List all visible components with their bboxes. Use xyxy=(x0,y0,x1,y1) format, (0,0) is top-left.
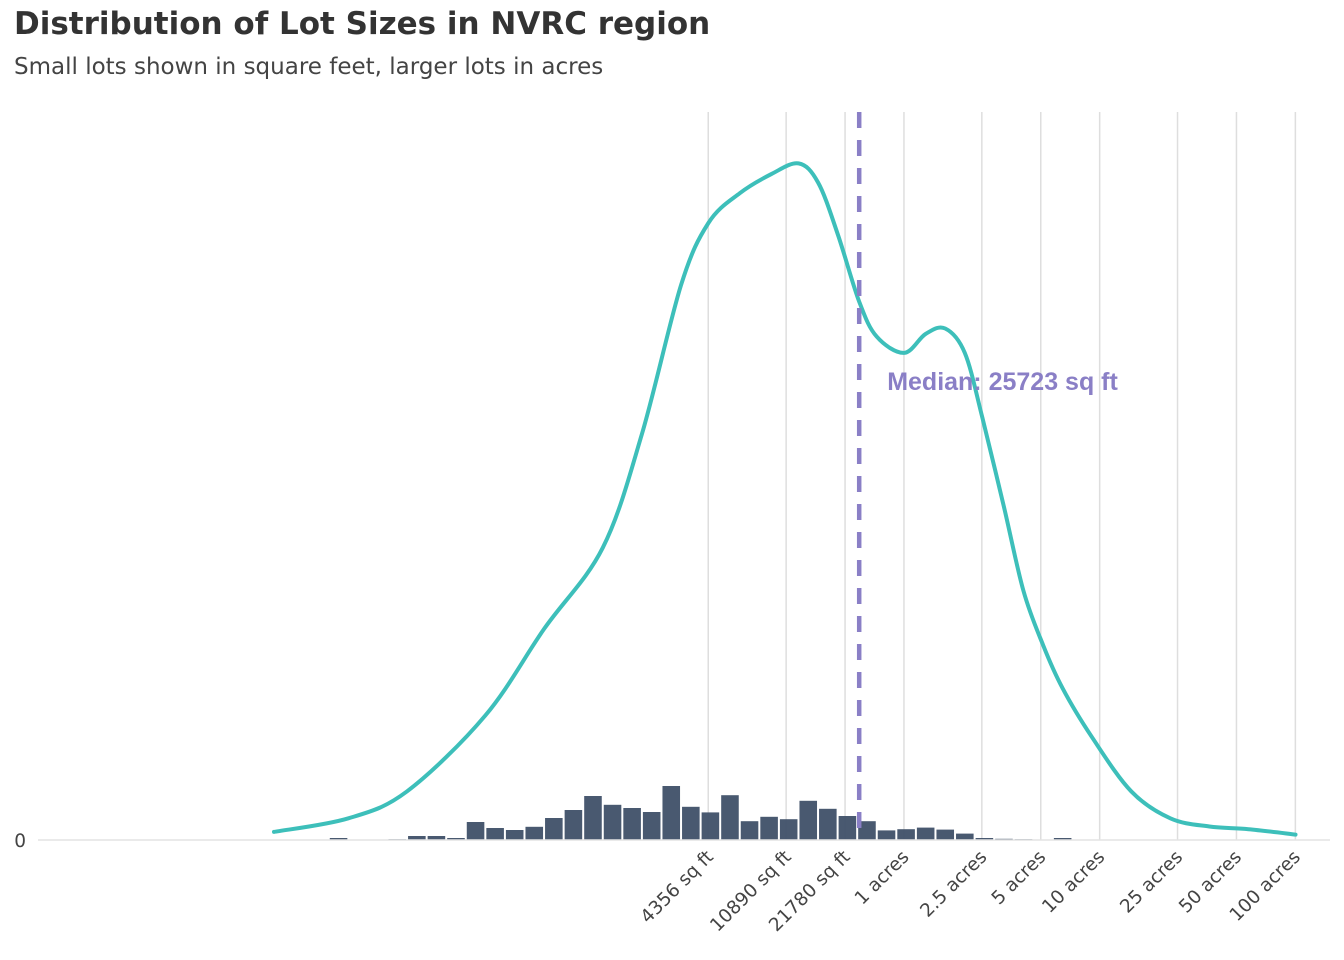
histogram-bar xyxy=(897,829,915,840)
histogram-bar xyxy=(877,830,896,840)
histogram-bar xyxy=(329,838,348,840)
histogram-bar xyxy=(916,827,935,840)
x-tick-label: 1 acres xyxy=(851,847,914,910)
histogram-bar xyxy=(819,808,837,840)
histogram-bar xyxy=(466,822,485,840)
density-curve xyxy=(272,161,1298,837)
histogram-bar xyxy=(505,830,524,840)
histogram-bar xyxy=(545,818,563,840)
histogram-bar xyxy=(956,833,974,840)
histogram-bar xyxy=(486,828,504,840)
histogram-bar xyxy=(447,838,465,840)
histogram-bar xyxy=(662,786,681,840)
histogram-bar xyxy=(1053,838,1072,840)
median-layer: Median: 25723 sq ft xyxy=(856,112,1118,840)
x-tick-label: 4356 sq ft xyxy=(637,847,718,928)
chart-subtitle: Small lots shown in square feet, larger … xyxy=(14,54,604,80)
x-tick-label: 2.5 acres xyxy=(916,847,991,922)
chart-title: Distribution of Lot Sizes in NVRC region xyxy=(14,6,711,42)
histogram-bar xyxy=(427,836,446,840)
histogram-bar xyxy=(760,816,778,840)
histogram-bar xyxy=(721,795,739,840)
median-label: Median: 25723 sq ft xyxy=(887,368,1118,396)
y-axis: 0 xyxy=(14,831,26,852)
histogram-bar xyxy=(564,810,583,840)
histogram-bar xyxy=(701,812,720,840)
histogram-bar xyxy=(525,826,544,840)
histogram-bar xyxy=(799,800,818,840)
histogram-bar xyxy=(936,829,955,840)
histogram-bar xyxy=(838,816,857,840)
histogram-bar xyxy=(779,819,798,840)
histogram-bar xyxy=(682,806,700,840)
histogram-bar xyxy=(740,821,759,840)
histogram-bar xyxy=(858,821,876,840)
histogram-bar xyxy=(408,836,426,840)
x-tick-label: 25 acres xyxy=(1116,847,1187,918)
histogram-bar xyxy=(584,796,602,840)
histogram-bar xyxy=(623,808,641,840)
x-tick-label: 10 acres xyxy=(1038,847,1109,918)
histogram-bar xyxy=(603,804,622,840)
histogram-bar xyxy=(975,838,994,840)
histogram-bar xyxy=(642,812,661,840)
y-tick-label: 0 xyxy=(14,831,26,852)
density-curve-layer xyxy=(272,161,1298,837)
gridlines xyxy=(707,112,1297,840)
histogram-bars xyxy=(329,786,1072,840)
